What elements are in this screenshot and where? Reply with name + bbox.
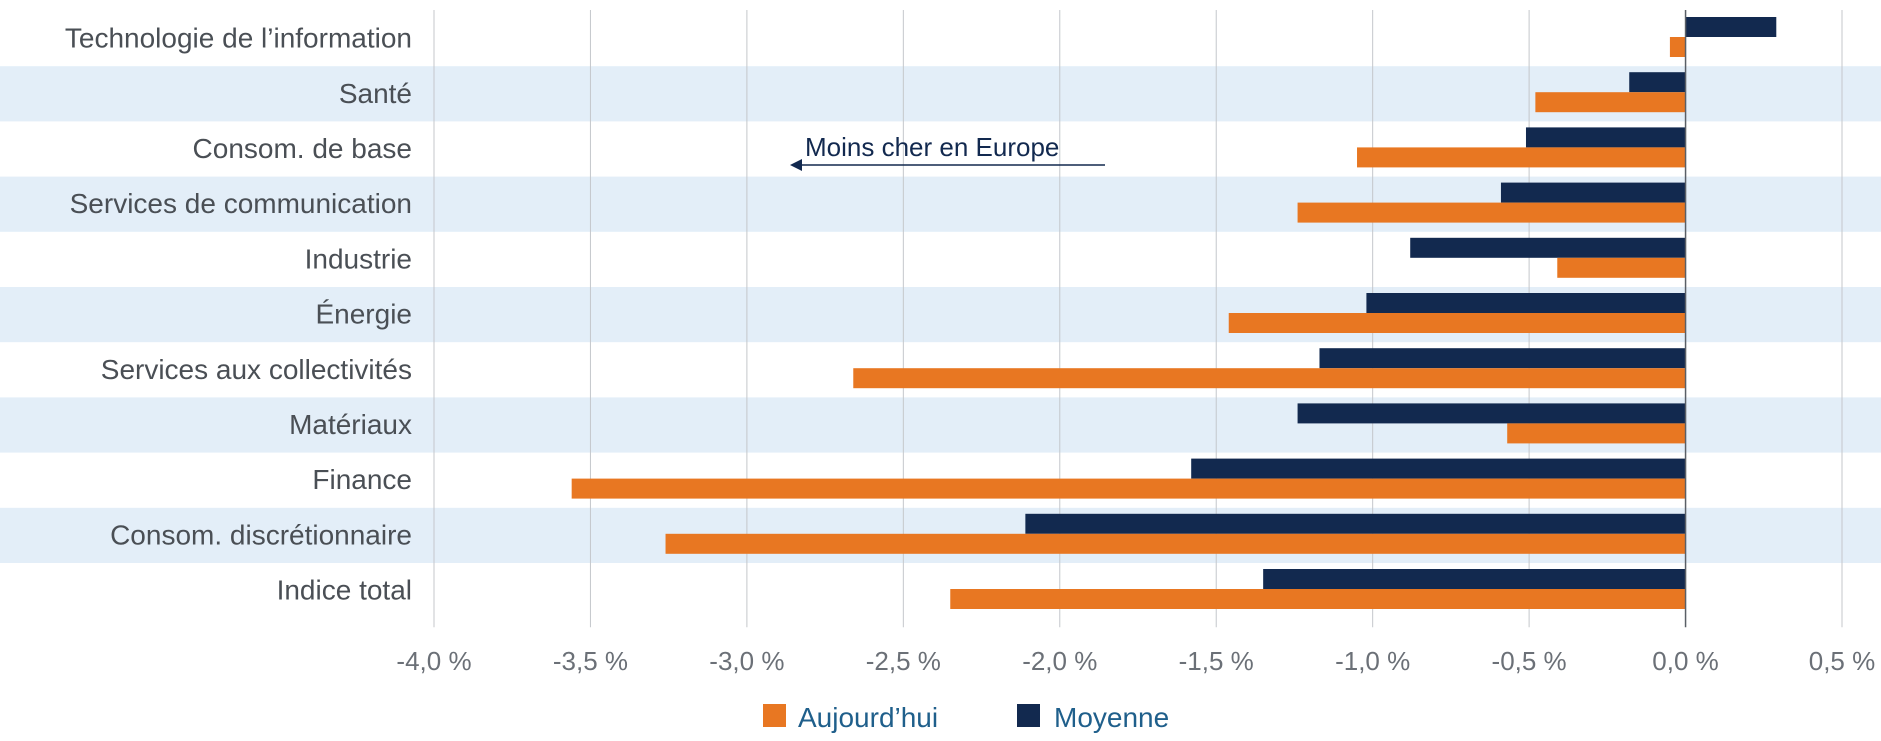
- bars: [571, 17, 1777, 609]
- legend-swatch-aujourdhui: [763, 704, 786, 727]
- tick-label: -3,5 %: [553, 646, 628, 676]
- tick-label: 0,0 %: [1652, 646, 1719, 676]
- category-label-industrie: Industrie: [305, 243, 412, 274]
- legend: Aujourd’hui Moyenne: [763, 702, 1169, 733]
- bar-aujourd-hui-technologie-de-l-information: [1669, 37, 1686, 57]
- bar-moyenne-services-de-communication: [1500, 182, 1686, 203]
- x-tick-labels: -4,0 % -3,5 % -3,0 % -2,5 % -2,0 % -1,5 % -1,0…: [396, 646, 1875, 676]
- bar-moyenne-technologie-de-l-information: [1685, 17, 1777, 37]
- annotation-text: Moins cher en Europe: [805, 132, 1059, 162]
- bar-aujourd-hui-energie: [1228, 313, 1686, 333]
- tick-label: -3,0 %: [709, 646, 784, 676]
- bar-aujourd-hui-industrie: [1557, 257, 1686, 278]
- bar-aujourd-hui-consom-discretionnaire: [665, 533, 1686, 554]
- tick-label: -4,0 %: [396, 646, 471, 676]
- legend-label-aujourdhui: Aujourd’hui: [798, 702, 938, 733]
- bar-moyenne-consom-de-base: [1525, 127, 1686, 148]
- bar-moyenne-finance: [1191, 458, 1686, 479]
- category-label-indice-total: Indice total: [277, 575, 412, 606]
- category-labels: Technologie de l’information Santé Consom.…: [65, 23, 412, 606]
- tick-label: 0,5 %: [1809, 646, 1876, 676]
- tick-label: -2,5 %: [866, 646, 941, 676]
- bar-moyenne-consom-discretionnaire: [1025, 513, 1686, 534]
- bar-moyenne-industrie: [1410, 237, 1686, 258]
- category-label-finance: Finance: [312, 464, 412, 495]
- legend-label-moyenne: Moyenne: [1054, 702, 1169, 733]
- bar-moyenne-services-aux-collectivites: [1319, 348, 1686, 369]
- bar-aujourd-hui-finance: [571, 478, 1686, 499]
- bar-aujourd-hui-services-de-communication: [1297, 202, 1686, 223]
- tick-label: -1,5 %: [1179, 646, 1254, 676]
- category-label-consom-de-base: Consom. de base: [193, 133, 412, 164]
- annotation-arrowhead: [790, 159, 802, 171]
- annotation: Moins cher en Europe: [790, 132, 1105, 171]
- tick-label: -1,0 %: [1335, 646, 1410, 676]
- category-label-technologie-de-l-information: Technologie de l’information: [65, 23, 412, 54]
- bar-aujourd-hui-indice-total: [950, 589, 1686, 609]
- category-label-energie: Énergie: [315, 299, 412, 330]
- legend-swatch-moyenne: [1017, 704, 1040, 727]
- category-label-sante: Santé: [339, 78, 412, 109]
- tick-label: -2,0 %: [1022, 646, 1097, 676]
- bar-aujourd-hui-consom-de-base: [1357, 147, 1686, 168]
- bar-moyenne-energie: [1366, 293, 1686, 313]
- bar-moyenne-indice-total: [1263, 569, 1686, 589]
- category-label-services-aux-collectivites: Services aux collectivités: [101, 354, 412, 385]
- bar-aujourd-hui-materiaux: [1507, 423, 1686, 444]
- bar-aujourd-hui-sante: [1535, 92, 1686, 113]
- bar-moyenne-materiaux: [1297, 403, 1686, 424]
- bar-moyenne-sante: [1629, 72, 1686, 93]
- category-label-services-de-communication: Services de communication: [70, 188, 412, 219]
- category-label-materiaux: Matériaux: [289, 409, 412, 440]
- category-label-consom-discretionnaire: Consom. discrétionnaire: [110, 519, 412, 550]
- bar-aujourd-hui-services-aux-collectivites: [853, 368, 1686, 389]
- tick-label: -0,5 %: [1492, 646, 1567, 676]
